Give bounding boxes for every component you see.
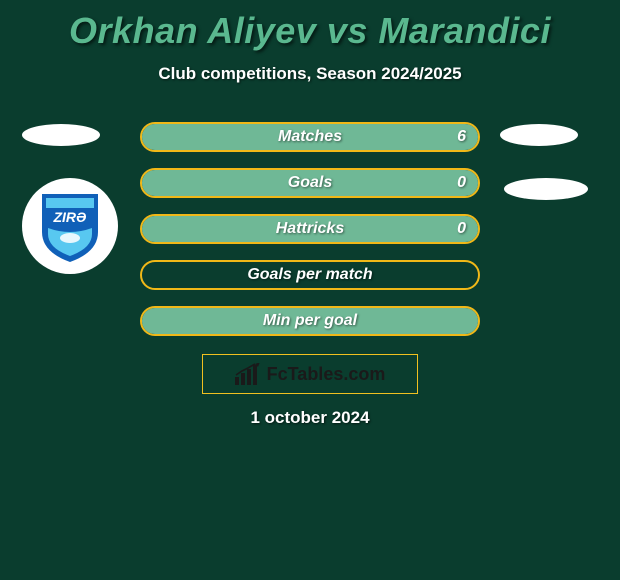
- stat-label: Hattricks: [142, 216, 478, 242]
- stat-row: Matches6: [140, 122, 480, 152]
- title-separator: vs: [327, 10, 368, 51]
- subtitle: Club competitions, Season 2024/2025: [0, 64, 620, 84]
- placeholder-ellipse: [504, 178, 588, 200]
- branding-text: FcTables.com: [267, 364, 386, 385]
- comparison-title: Orkhan Aliyev vs Marandici: [0, 0, 620, 52]
- stat-row: Goals per match: [140, 260, 480, 290]
- placeholder-ellipse: [500, 124, 578, 146]
- stat-label: Goals per match: [142, 262, 478, 288]
- stat-row: Hattricks0: [140, 214, 480, 244]
- stat-row: Goals0: [140, 168, 480, 198]
- stat-label: Goals: [142, 170, 478, 196]
- svg-text:ZIRƏ: ZIRƏ: [52, 209, 87, 225]
- club-badge: ZIRƏ: [22, 178, 118, 274]
- branding-box: FcTables.com: [202, 354, 418, 394]
- stat-label: Min per goal: [142, 308, 478, 334]
- stat-label: Matches: [142, 124, 478, 150]
- stats-rows: Matches6Goals0Hattricks0Goals per matchM…: [140, 122, 480, 352]
- chart-icon: [235, 363, 261, 385]
- stat-value: 0: [457, 216, 466, 242]
- player2-name: Marandici: [378, 10, 551, 51]
- zire-crest-icon: ZIRƏ: [38, 188, 102, 264]
- player1-name: Orkhan Aliyev: [69, 10, 316, 51]
- date-label: 1 october 2024: [0, 408, 620, 428]
- placeholder-ellipse: [22, 124, 100, 146]
- stat-row: Min per goal: [140, 306, 480, 336]
- stat-value: 0: [457, 170, 466, 196]
- stat-value: 6: [457, 124, 466, 150]
